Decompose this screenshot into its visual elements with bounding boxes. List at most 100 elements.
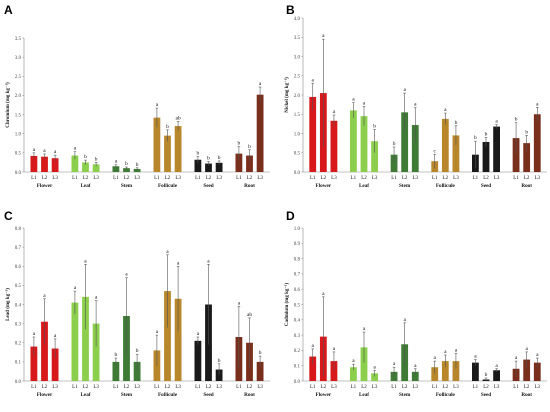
category-label: Flower — [316, 392, 332, 398]
level-tick-label: L1 — [310, 176, 316, 181]
y-tick-label: 0.0 — [294, 380, 301, 385]
bar — [194, 159, 202, 172]
level-tick-label: L2 — [42, 176, 48, 181]
significance-letter: b — [197, 151, 200, 157]
bar — [482, 141, 490, 172]
chart-panel-b: B 0.0 0.5 1.0 1.5 2.0 2.5 3.0 3.5 4.0 Nickel (mg k… — [284, 3, 547, 189]
significance-letter: a — [259, 81, 262, 87]
level-tick-label: L2 — [206, 385, 212, 390]
significance-letter: a — [74, 285, 77, 291]
panel-letter: B — [286, 3, 295, 17]
bar — [164, 135, 171, 172]
significance-letter: a — [352, 358, 355, 364]
significance-letter: a — [536, 352, 539, 358]
y-tick-label: 0.7 — [15, 246, 22, 251]
bar — [41, 156, 48, 172]
y-tick-label: 0.5 — [294, 152, 301, 157]
bar — [452, 135, 460, 172]
bar — [360, 347, 368, 381]
bar — [411, 371, 419, 381]
significance-letter: b — [115, 352, 118, 358]
bar — [71, 302, 79, 381]
y-axis-label: Lead (mg kg⁻¹) — [5, 288, 11, 321]
significance-letter: a — [84, 258, 87, 264]
significance-letter: b — [125, 161, 128, 167]
chart-panel-d: D 0.0 0.1 0.2 0.3 0.4 0.5 0.6 0.7 0.8 0.9 1.0 Cadmiu… — [284, 209, 547, 398]
category-label: Follicule — [436, 392, 456, 398]
panel-letter: C — [4, 209, 13, 223]
bar — [371, 141, 378, 172]
significance-letter: a — [322, 291, 325, 297]
significance-letter: b — [248, 144, 251, 150]
significance-letter: a — [393, 361, 396, 367]
level-tick-label: L1 — [236, 176, 242, 181]
y-tick-label: 0.8 — [294, 257, 301, 262]
category-label: Root — [244, 183, 255, 189]
bar — [82, 296, 89, 381]
level-tick-label: L1 — [31, 385, 37, 390]
category-label: Stem — [121, 392, 133, 398]
significance-letter: a — [54, 333, 57, 339]
y-tick-label: 0.1 — [15, 361, 22, 366]
significance-letter: a — [373, 364, 376, 370]
level-tick-label: L2 — [524, 176, 530, 181]
bar — [401, 112, 409, 172]
bar — [71, 155, 79, 172]
significance-letter: a — [43, 293, 46, 299]
bar — [256, 361, 264, 381]
level-tick-label: L1 — [473, 176, 479, 181]
category-label: Root — [521, 183, 532, 189]
level-tick-label: L3 — [134, 385, 140, 390]
y-axis-label: Cadmium (mg kg⁻¹) — [284, 283, 290, 327]
level-tick-label: L1 — [351, 176, 357, 181]
y-tick-label: 1.0 — [294, 227, 301, 232]
level-tick-label: L3 — [534, 385, 540, 390]
bar — [309, 356, 317, 381]
significance-letter: b — [485, 372, 488, 378]
y-tick-label: 0.2 — [294, 349, 301, 354]
y-tick-label: 0.5 — [15, 152, 22, 157]
y-tick-label: 2.0 — [15, 94, 22, 99]
y-tick-label: 2.0 — [294, 94, 301, 99]
level-tick-label: L1 — [154, 176, 160, 181]
significance-letter: a — [434, 355, 437, 361]
level-tick-label: L3 — [453, 176, 459, 181]
y-tick-label: 1.5 — [15, 113, 22, 118]
category-label: Seed — [481, 392, 491, 398]
chart-panel-c: C 0.0 0.1 0.2 0.3 0.4 0.5 0.6 0.7 0.8 Lead (mg kg⁻… — [4, 209, 270, 398]
significance-letter: a — [403, 87, 406, 93]
category-label: Seed — [481, 183, 491, 189]
level-tick-label: L2 — [247, 176, 253, 181]
bar — [431, 367, 439, 381]
significance-letter: b — [474, 135, 477, 141]
level-tick-label: L3 — [372, 176, 378, 181]
panel-letter: A — [4, 3, 13, 17]
level-tick-label: L2 — [247, 385, 253, 390]
significance-letter: a — [43, 148, 46, 154]
bar — [205, 163, 212, 172]
bar — [174, 126, 182, 172]
level-tick-label: L3 — [257, 385, 263, 390]
y-tick-label: 0.0 — [15, 171, 22, 176]
y-tick-label: 0.9 — [294, 242, 301, 247]
bar — [30, 346, 38, 381]
significance-letter: a — [166, 249, 169, 255]
significance-letter: a — [414, 102, 417, 108]
bar — [215, 162, 223, 172]
bar — [30, 155, 38, 172]
level-tick-label: L1 — [72, 385, 78, 390]
level-tick-label: L2 — [206, 176, 212, 181]
level-tick-label: L1 — [113, 385, 119, 390]
category-label: Stem — [121, 183, 133, 189]
bar — [371, 373, 378, 381]
y-tick-label: 1.0 — [294, 132, 301, 137]
significance-letter: a — [495, 119, 498, 125]
significance-letter: a — [474, 354, 477, 360]
bar — [441, 118, 449, 172]
category-label: Flower — [316, 183, 332, 189]
significance-letter: a — [238, 300, 241, 306]
significance-letter: b — [515, 117, 518, 123]
level-tick-label: L1 — [236, 385, 242, 390]
bar — [153, 117, 161, 172]
level-tick-label: L1 — [351, 385, 357, 390]
